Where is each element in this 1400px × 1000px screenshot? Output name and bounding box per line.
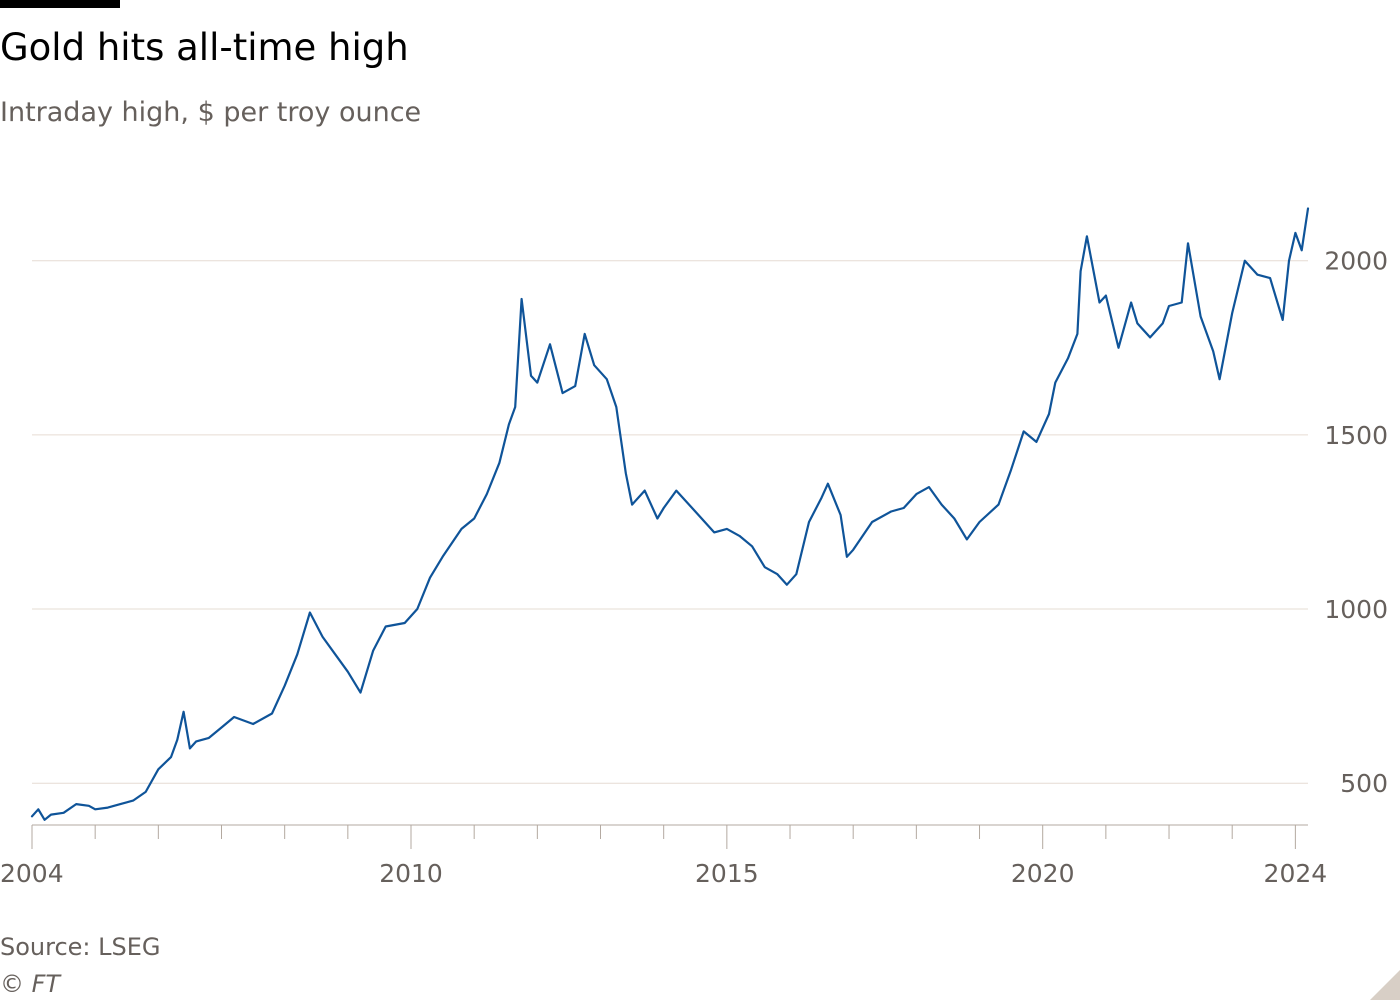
y-tick-label-2000: 2000 [1324,247,1388,276]
chart-subtitle: Intraday high, $ per troy ounce [0,97,422,128]
copyright-note: © FT [0,970,61,998]
x-tick-label-2015: 2015 [695,859,759,888]
source-note: Source: LSEG [0,933,161,961]
gold-price-line [30,207,1310,821]
corner-marker [1370,970,1400,1000]
y-tick-label-500: 500 [1340,769,1388,798]
x-tick-label-2004: 2004 [0,859,64,888]
chart-title: Gold hits all-time high [0,26,409,69]
y-tick-label-1000: 1000 [1324,595,1388,624]
x-tick-label-2024: 2024 [1264,859,1328,888]
x-tick-label-2010: 2010 [379,859,443,888]
x-tick-label-2020: 2020 [1011,859,1075,888]
y-tick-label-1500: 1500 [1324,421,1388,450]
header-accent-bar [0,0,120,8]
